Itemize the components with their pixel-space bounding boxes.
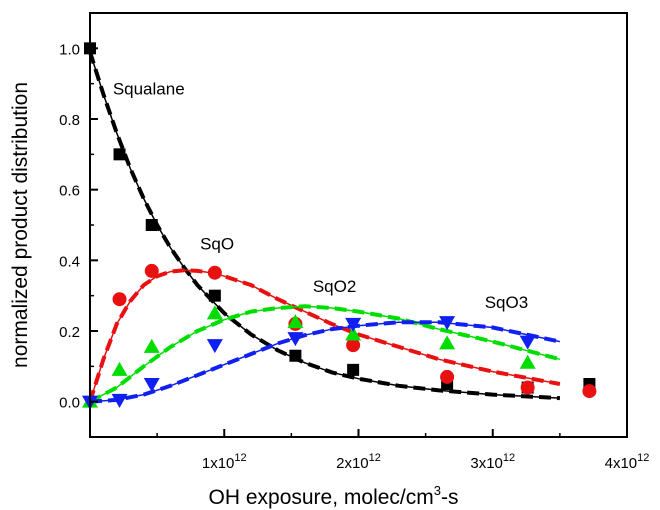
marker-sqo3 xyxy=(111,393,128,408)
x-axis-title-superscript: 3 xyxy=(434,483,441,498)
marker-squalane xyxy=(208,289,221,302)
y-tick-label: 0.4 xyxy=(59,253,80,270)
y-tick-label: 0.0 xyxy=(59,395,80,412)
x-tick-label-mantissa: 1x10 xyxy=(202,455,235,472)
marker-sqo3 xyxy=(206,339,223,354)
plot-area: Squalane SqO SqO2 SqO3 xyxy=(82,42,597,410)
marker-sqo xyxy=(582,384,597,399)
y-tick-label: 0.2 xyxy=(59,324,80,341)
series-label-sqo3: SqO3 xyxy=(485,293,528,312)
x-axis-title-text: OH exposure, molec/cm xyxy=(209,486,434,509)
y-axis: 0.0 0.2 0.4 0.6 0.8 1.0 xyxy=(59,12,98,438)
marker-sqo2 xyxy=(519,354,536,369)
y-tick-label: 0.6 xyxy=(59,183,80,200)
fit-dashed-sqo2 xyxy=(89,304,561,404)
series-label-sqo2: SqO2 xyxy=(313,277,356,296)
marker-sqo3 xyxy=(439,316,456,331)
marker-squalane xyxy=(145,219,158,231)
marker-sqo xyxy=(207,265,222,280)
fit-curves xyxy=(88,51,561,404)
fit-line-squalane xyxy=(89,51,560,399)
x-tick-label: 1x1012 xyxy=(202,452,247,472)
x-tick-label-mantissa: 4x10 xyxy=(605,455,638,472)
marker-squalane xyxy=(347,363,360,376)
series-label-squalane: Squalane xyxy=(113,79,185,98)
marker-squalane xyxy=(113,148,126,161)
marker-sqo2 xyxy=(111,361,128,376)
x-tick-label-exponent: 12 xyxy=(234,452,246,464)
marker-sqo2 xyxy=(345,326,362,341)
marker-sqo3 xyxy=(519,335,536,350)
marker-sqo2 xyxy=(287,314,304,329)
marker-sqo2 xyxy=(143,338,160,353)
y-tick-label: 1.0 xyxy=(59,41,80,58)
fit-line-sqo3 xyxy=(89,321,561,403)
marker-sqo2 xyxy=(206,305,223,320)
marker-sqo xyxy=(144,263,159,278)
x-tick-label: 2x1012 xyxy=(336,452,381,472)
x-tick-label-mantissa: 2x10 xyxy=(336,455,369,472)
x-tick-label-exponent: 12 xyxy=(369,452,381,464)
marker-sqo xyxy=(112,292,127,307)
x-tick-label-mantissa: 3x10 xyxy=(470,455,503,472)
x-axis-title: OH exposure, molec/cm3-s xyxy=(209,483,459,509)
series-label-sqo: SqO xyxy=(200,235,234,254)
marker-sqo3 xyxy=(143,378,160,392)
marker-sqo xyxy=(440,369,455,384)
x-tick-label: 4x1012 xyxy=(605,452,650,472)
y-axis-title: normalized product distribution xyxy=(9,82,32,368)
marker-sqo3 xyxy=(287,332,304,347)
x-tick-label-exponent: 12 xyxy=(503,452,515,464)
marker-sqo xyxy=(520,380,535,395)
series-labels: Squalane SqO SqO2 SqO3 xyxy=(113,79,528,312)
x-tick-label-exponent: 12 xyxy=(637,452,649,464)
x-axis: 1x1012 2x1012 3x1012 4x1012 xyxy=(156,429,650,472)
y-tick-label: 0.8 xyxy=(59,112,80,129)
marker-sqo3 xyxy=(345,317,362,332)
x-axis-title-tail: -s xyxy=(441,486,459,509)
marker-sqo xyxy=(346,338,361,353)
fit-dashed-squalane xyxy=(88,51,561,401)
marker-sqo2 xyxy=(439,335,456,350)
fit-dashed-sqo3 xyxy=(89,320,561,404)
marker-squalane xyxy=(289,349,302,362)
x-tick-label: 3x1012 xyxy=(470,452,515,472)
data-markers xyxy=(82,42,597,410)
